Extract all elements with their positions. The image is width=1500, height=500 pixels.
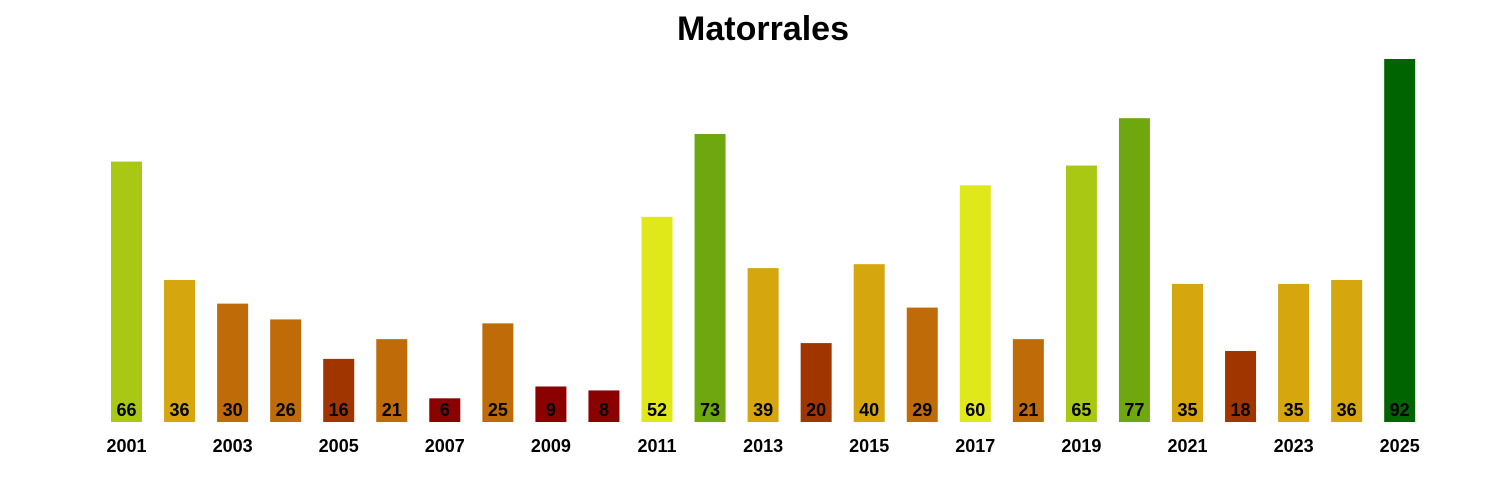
bar-2003 xyxy=(217,303,249,422)
bar-2013 xyxy=(747,268,779,422)
bar-value-label: 35 xyxy=(1177,400,1197,420)
bar-value-label: 25 xyxy=(488,400,508,420)
bar-2011 xyxy=(641,216,673,422)
bar-2025 xyxy=(1384,59,1416,422)
bar-2014 xyxy=(800,343,832,422)
x-tick-label: 2015 xyxy=(849,436,889,456)
bar-value-label: 29 xyxy=(912,400,932,420)
bar-value-label: 60 xyxy=(965,400,985,420)
bar-2015 xyxy=(853,264,885,422)
bar-2020 xyxy=(1118,118,1150,423)
bar-value-label: 35 xyxy=(1284,400,1304,420)
bar-2018 xyxy=(1012,339,1044,422)
x-tick-label: 2023 xyxy=(1274,436,1314,456)
bar-value-label: 20 xyxy=(806,400,826,420)
bar-2010 xyxy=(588,390,620,422)
x-tick-label: 2007 xyxy=(425,436,465,456)
bar-value-label: 36 xyxy=(170,400,190,420)
bar-2017 xyxy=(959,185,991,422)
bar-value-label: 18 xyxy=(1231,400,1251,420)
bar-2019 xyxy=(1065,165,1097,422)
bar-value-label: 65 xyxy=(1071,400,1091,420)
x-tick-label: 2001 xyxy=(106,436,146,456)
bar-value-label: 6 xyxy=(440,400,450,420)
bar-2004 xyxy=(270,319,302,422)
bar-value-label: 9 xyxy=(546,400,556,420)
x-tick-label: 2005 xyxy=(319,436,359,456)
x-tick-label: 2009 xyxy=(531,436,571,456)
bar-2006 xyxy=(376,339,408,422)
bar-value-label: 21 xyxy=(382,400,402,420)
x-tick-label: 2021 xyxy=(1167,436,1207,456)
bar-value-label: 92 xyxy=(1390,400,1410,420)
bar-2022 xyxy=(1225,350,1257,422)
bar-2012 xyxy=(694,133,726,422)
bar-2005 xyxy=(323,358,355,422)
bar-value-label: 73 xyxy=(700,400,720,420)
x-tick-label: 2013 xyxy=(743,436,783,456)
chart-title: Matorrales xyxy=(677,10,849,48)
bar-2024 xyxy=(1331,279,1363,422)
bar-value-label: 66 xyxy=(116,400,136,420)
bar-value-label: 40 xyxy=(859,400,879,420)
x-tick-label: 2017 xyxy=(955,436,995,456)
bar-2023 xyxy=(1278,283,1310,422)
bar-value-label: 21 xyxy=(1018,400,1038,420)
x-tick-label: 2019 xyxy=(1061,436,1101,456)
bar-value-label: 8 xyxy=(599,400,609,420)
bar-value-label: 52 xyxy=(647,400,667,420)
bar-2008 xyxy=(482,323,514,422)
bar-2002 xyxy=(164,279,196,422)
bar-2009 xyxy=(535,386,567,422)
bar-value-label: 36 xyxy=(1337,400,1357,420)
bar-2021 xyxy=(1172,283,1203,422)
bar-2016 xyxy=(906,307,938,422)
x-tick-label: 2011 xyxy=(637,436,676,456)
bar-value-label: 39 xyxy=(753,400,773,420)
bar-value-label: 77 xyxy=(1124,400,1144,420)
x-tick-label: 2003 xyxy=(213,436,253,456)
bar-2001 xyxy=(111,161,142,422)
x-tick-label: 2025 xyxy=(1380,436,1420,456)
bar-value-label: 16 xyxy=(329,400,349,420)
bar-value-label: 26 xyxy=(276,400,296,420)
bar-value-label: 30 xyxy=(223,400,243,420)
bar-2007 xyxy=(429,398,461,422)
